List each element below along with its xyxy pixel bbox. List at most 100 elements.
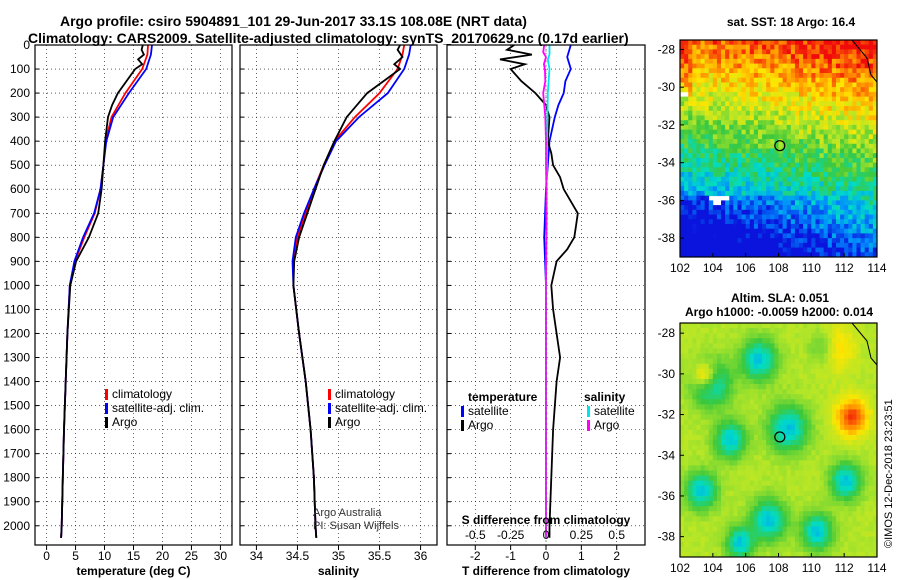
map-cell xyxy=(692,511,697,517)
map-cell xyxy=(794,143,800,149)
map-cell xyxy=(770,475,775,482)
map-cell xyxy=(852,233,857,239)
map-cell xyxy=(782,68,788,74)
x-tick-label: 34 xyxy=(250,549,264,563)
map-cell xyxy=(757,106,763,112)
map-cell xyxy=(757,242,763,248)
map-cell xyxy=(688,242,693,248)
map-cell xyxy=(831,511,837,517)
map-cell xyxy=(803,101,808,107)
map-cell xyxy=(749,63,755,69)
map-cell xyxy=(872,195,878,201)
map-cell xyxy=(733,247,738,253)
map-cell xyxy=(725,233,730,239)
map-cell xyxy=(696,247,701,253)
map-cell xyxy=(856,176,861,182)
map-cell xyxy=(835,58,841,64)
map-cell xyxy=(716,506,722,512)
map-cell xyxy=(716,323,722,329)
map-cell xyxy=(725,429,730,436)
map-cell xyxy=(680,110,685,116)
map-cell xyxy=(778,195,783,201)
map-cell xyxy=(803,162,808,168)
map-cell xyxy=(716,475,722,482)
map-cell xyxy=(819,134,825,140)
map-cell xyxy=(774,167,779,173)
map-cell xyxy=(721,338,726,344)
map-cell xyxy=(716,434,722,441)
map-cell xyxy=(794,358,800,365)
map-cell xyxy=(708,40,714,46)
map-cell xyxy=(844,44,849,50)
map-cell xyxy=(733,511,738,517)
map-cell xyxy=(794,465,800,471)
map-cell xyxy=(864,343,870,349)
map-cell xyxy=(794,54,800,60)
map-cell xyxy=(815,157,820,164)
map-cell xyxy=(819,87,825,93)
map-cell xyxy=(848,190,853,197)
map-cell xyxy=(733,148,738,154)
map-cell xyxy=(852,536,857,543)
map-cell xyxy=(696,434,701,441)
map-cell xyxy=(762,195,767,201)
map-cell xyxy=(704,190,710,197)
map-cell xyxy=(745,143,751,149)
map-cell xyxy=(815,214,820,220)
map-cell xyxy=(741,77,747,83)
map-cell xyxy=(868,58,874,64)
map-cell xyxy=(868,200,874,206)
map-cell xyxy=(680,77,685,83)
map-cell xyxy=(741,495,747,502)
map-cell xyxy=(827,54,833,60)
map-cell xyxy=(725,143,730,149)
map-cell xyxy=(831,228,837,234)
map-cell xyxy=(799,455,804,461)
map-cell xyxy=(737,139,742,145)
map-cell xyxy=(696,485,701,492)
map-cell xyxy=(819,536,825,543)
map-cell xyxy=(848,389,853,395)
map-cell xyxy=(848,101,853,107)
map-cell xyxy=(688,68,693,74)
map-cell xyxy=(860,404,866,410)
map-cell xyxy=(684,186,689,192)
map-cell xyxy=(827,363,833,370)
map-cell xyxy=(815,323,820,329)
map-cell xyxy=(680,139,685,145)
map-cell xyxy=(757,157,763,164)
map-cell xyxy=(831,465,837,471)
map-cell xyxy=(786,501,792,507)
map-cell xyxy=(840,40,845,46)
map-cell xyxy=(856,450,861,456)
map-cell xyxy=(684,200,689,206)
map-cell xyxy=(835,120,841,126)
map-cell xyxy=(848,414,853,421)
map-cell xyxy=(778,200,783,206)
map-cell xyxy=(745,148,751,154)
map-cell xyxy=(860,219,866,225)
map-cell xyxy=(799,143,804,149)
series-line-salinity-argo xyxy=(542,44,548,538)
map-cell xyxy=(860,176,866,182)
map-cell xyxy=(823,358,829,365)
map-cell xyxy=(737,526,742,532)
map-cell xyxy=(868,157,874,164)
map-cell xyxy=(844,348,849,354)
map-cell xyxy=(807,200,812,206)
map-cell xyxy=(733,40,738,46)
map-cell xyxy=(721,363,726,370)
map-cell xyxy=(700,450,706,456)
map-cell xyxy=(803,181,808,187)
map-cell xyxy=(680,389,685,395)
map-cell xyxy=(721,440,726,446)
map-cell xyxy=(815,54,820,60)
map-cell xyxy=(786,148,792,154)
map-cell xyxy=(737,120,742,126)
map-cell xyxy=(770,233,775,239)
map-cell xyxy=(827,323,833,329)
map-cell xyxy=(696,368,701,375)
map-cell xyxy=(729,214,734,220)
map-cell xyxy=(790,96,796,102)
map-cell xyxy=(716,124,722,131)
